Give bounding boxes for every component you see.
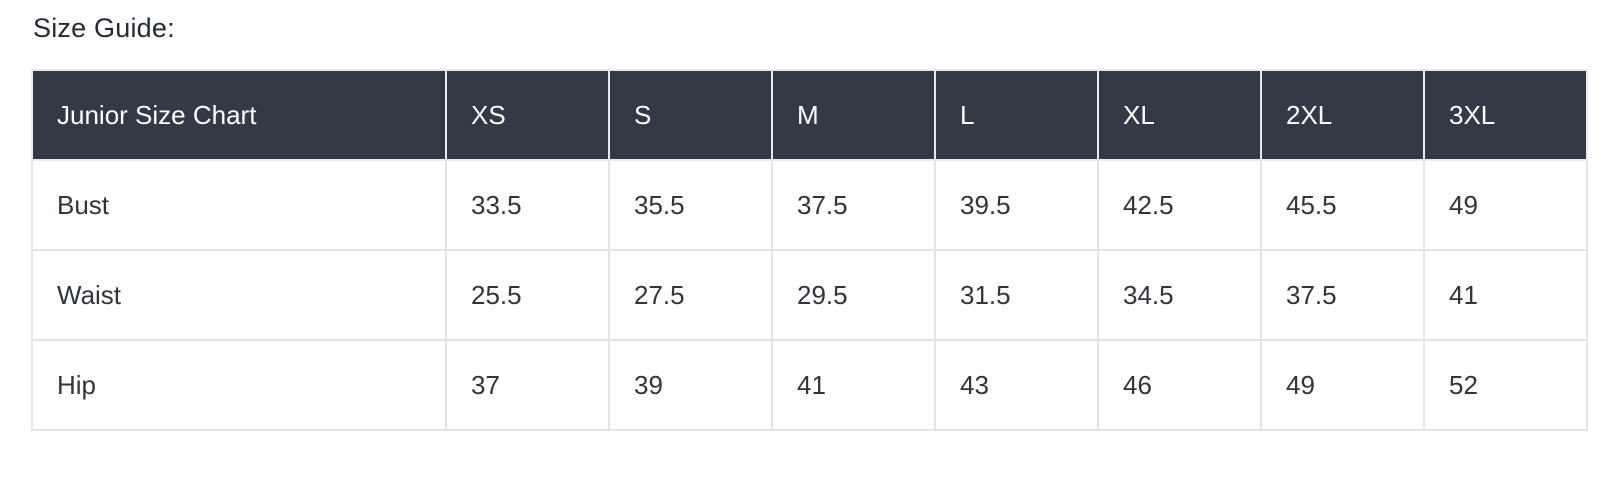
cell-hip-m: 41 (771, 339, 936, 431)
cell-hip-l: 43 (934, 339, 1099, 431)
cell-hip-s: 39 (608, 339, 773, 431)
cell-waist-l: 31.5 (934, 249, 1099, 341)
row-label-waist: Waist (31, 249, 447, 341)
row-label-hip: Hip (31, 339, 447, 431)
cell-bust-s: 35.5 (608, 159, 773, 251)
cell-waist-2xl: 37.5 (1260, 249, 1425, 341)
cell-hip-3xl: 52 (1423, 339, 1588, 431)
cell-bust-xl: 42.5 (1097, 159, 1262, 251)
cell-waist-s: 27.5 (608, 249, 773, 341)
table-header-row: Junior Size Chart XS S M L XL 2XL 3XL (31, 69, 1588, 161)
cell-hip-xl: 46 (1097, 339, 1262, 431)
header-cell-3xl: 3XL (1423, 69, 1588, 161)
cell-hip-2xl: 49 (1260, 339, 1425, 431)
cell-hip-xs: 37 (445, 339, 610, 431)
cell-bust-xs: 33.5 (445, 159, 610, 251)
header-cell-l: L (934, 69, 1099, 161)
cell-bust-3xl: 49 (1423, 159, 1588, 251)
table-row-waist: Waist 25.5 27.5 29.5 31.5 34.5 37.5 41 (31, 249, 1588, 341)
header-cell-s: S (608, 69, 773, 161)
table-row-bust: Bust 33.5 35.5 37.5 39.5 42.5 45.5 49 (31, 159, 1588, 251)
cell-waist-xl: 34.5 (1097, 249, 1262, 341)
table-row-hip: Hip 37 39 41 43 46 49 52 (31, 339, 1588, 431)
cell-bust-m: 37.5 (771, 159, 936, 251)
header-cell-m: M (771, 69, 936, 161)
header-cell-xs: XS (445, 69, 610, 161)
cell-bust-l: 39.5 (934, 159, 1099, 251)
cell-waist-m: 29.5 (771, 249, 936, 341)
junior-size-chart-table: Junior Size Chart XS S M L XL 2XL 3XL Bu… (31, 69, 1588, 431)
header-cell-chart-title: Junior Size Chart (31, 69, 447, 161)
header-cell-2xl: 2XL (1260, 69, 1425, 161)
cell-waist-3xl: 41 (1423, 249, 1588, 341)
size-guide-title: Size Guide: (33, 13, 175, 43)
cell-bust-2xl: 45.5 (1260, 159, 1425, 251)
row-label-bust: Bust (31, 159, 447, 251)
header-cell-xl: XL (1097, 69, 1262, 161)
cell-waist-xs: 25.5 (445, 249, 610, 341)
